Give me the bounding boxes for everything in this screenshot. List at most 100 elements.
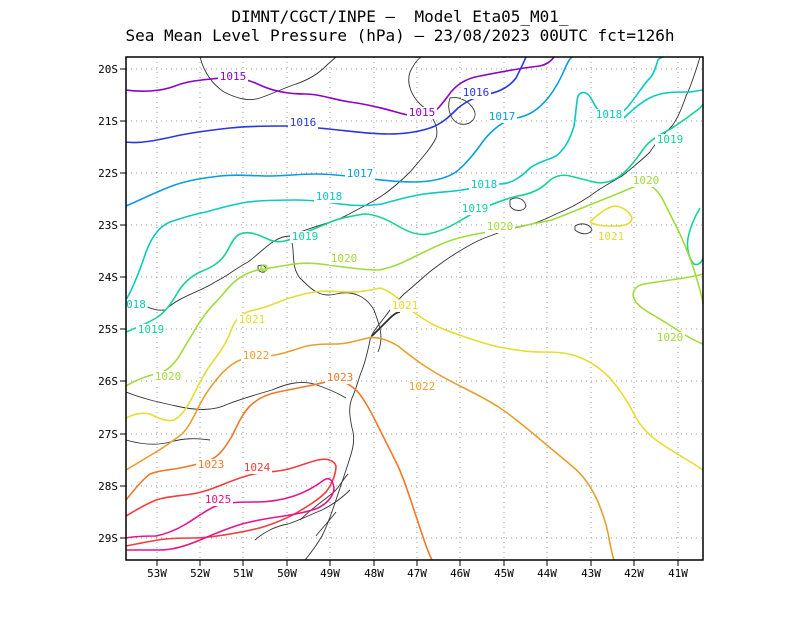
- contour-label-bg: [469, 179, 499, 191]
- y-tick-label: 29S: [98, 532, 118, 545]
- x-tick-label: 47W: [407, 567, 427, 580]
- x-tick-label: 46W: [450, 567, 470, 580]
- y-tick-label: 24S: [98, 271, 118, 284]
- y-tick-label: 27S: [98, 428, 118, 441]
- contour-label: 1019: [292, 230, 319, 243]
- isobar-1021: [125, 287, 704, 471]
- contour-label-bg: [242, 462, 272, 474]
- isobar-1018: [125, 56, 665, 301]
- contour-label-bg: [655, 134, 685, 146]
- x-tick-label: 52W: [190, 567, 210, 580]
- contour-label-bg: [485, 221, 515, 233]
- small-isobar-1020: [260, 264, 268, 272]
- contour-label: 1016: [463, 86, 490, 99]
- contour-label-bg: [203, 494, 233, 506]
- contour-label-bg: [631, 175, 661, 187]
- x-tick-label: 45W: [494, 567, 514, 580]
- contour-label: 1015: [409, 106, 436, 119]
- contour-label-bg: [460, 203, 490, 215]
- contour-label: 1021: [392, 299, 419, 312]
- x-tick-label: 41W: [668, 567, 688, 580]
- y-tick-label: 25S: [98, 323, 118, 336]
- contour-label: 1019: [138, 323, 165, 336]
- coast-detail: [371, 311, 401, 337]
- isobar-1025: [125, 477, 335, 551]
- contour-label-bg: [655, 332, 685, 344]
- contour-label-bg: [329, 253, 359, 265]
- contour-label-bg: [594, 109, 624, 121]
- contour-label-bg: [241, 350, 271, 362]
- contour-label: 1017: [489, 110, 516, 123]
- y-tick-label: 22S: [98, 167, 118, 180]
- x-tick-label: 44W: [537, 567, 557, 580]
- contour-label: 1024: [244, 461, 271, 474]
- x-tick-label: 43W: [581, 567, 601, 580]
- contour-label-bg: [136, 324, 166, 336]
- x-tick-label: 51W: [233, 567, 253, 580]
- contour-label-bg: [325, 372, 355, 384]
- contour-label-bg: [345, 168, 375, 180]
- contour-label: 1022: [243, 349, 270, 362]
- contour-label-bg: [390, 300, 420, 312]
- contour-label: 1019: [462, 202, 489, 215]
- isobar-1017: [125, 56, 573, 207]
- contour-label-bg: [218, 71, 248, 83]
- contour-label-bg: [407, 381, 437, 393]
- isobar-1020-east: [632, 273, 704, 345]
- contour-label-bg: [124, 299, 148, 311]
- contour-label: 1018: [596, 108, 623, 121]
- contour-label: 1018: [316, 190, 343, 203]
- contour-label: 1020: [155, 370, 182, 383]
- contour-label-bg: [237, 314, 267, 326]
- y-tick-label: 23S: [98, 219, 118, 232]
- tick-marks: [120, 68, 679, 566]
- contour-label: 1023: [327, 371, 354, 384]
- contour-label: 1019: [657, 133, 684, 146]
- isobar-1022: [125, 336, 615, 561]
- contour-label: 1016: [290, 116, 317, 129]
- x-tick-label: 53W: [147, 567, 167, 580]
- isobar-1016: [125, 56, 527, 144]
- y-tick-label: 26S: [98, 375, 118, 388]
- contour-label: 1020: [331, 252, 358, 265]
- isobar-1019: [125, 103, 704, 333]
- contour-label-bg: [314, 191, 344, 203]
- y-axis-labels: 20S 21S 22S 23S 24S 25S 26S 27S 28S 29S: [98, 63, 118, 545]
- contour-label-bg: [153, 371, 183, 383]
- contour-label: 1015: [220, 70, 247, 83]
- contour-label: 018: [126, 298, 146, 311]
- isobar-1021-east: [589, 205, 633, 227]
- contour-label: 1021: [239, 313, 266, 326]
- contour-label-bg: [288, 117, 318, 129]
- y-tick-label: 28S: [98, 480, 118, 493]
- x-axis-labels: 53W 52W 51W 50W 49W 48W 47W 46W 45W 44W …: [147, 567, 688, 580]
- contour-label-bg: [461, 87, 491, 99]
- y-tick-label: 20S: [98, 63, 118, 76]
- contour-label: 1021: [598, 230, 625, 243]
- contour-label: 1022: [409, 380, 436, 393]
- contour-label: 1020: [657, 331, 684, 344]
- map-title-line1: DIMNT/CGCT/INPE — Model Eta05_M01_: [231, 7, 569, 26]
- contour-label-bg: [196, 459, 226, 471]
- contour-label-bg: [487, 111, 517, 123]
- contour-label: 1025: [205, 493, 232, 506]
- contour-label-bg: [290, 231, 320, 243]
- isobar-1018-east: [623, 89, 704, 119]
- contour-label: 1023: [198, 458, 225, 471]
- map-frame: [125, 56, 704, 561]
- y-tick-label: 21S: [98, 115, 118, 128]
- contour-label-bg: [596, 231, 626, 243]
- isobar-1015: [125, 56, 555, 118]
- x-tick-label: 50W: [277, 567, 297, 580]
- contour-label: 1017: [347, 167, 374, 180]
- isobars: [125, 56, 704, 561]
- contour-label: 1020: [633, 174, 660, 187]
- x-tick-label: 48W: [364, 567, 384, 580]
- map-title-line2: Sea Mean Level Pressure (hPa) — 23/08/20…: [125, 26, 675, 45]
- x-tick-label: 49W: [320, 567, 340, 580]
- contour-label: 1018: [471, 178, 498, 191]
- contour-label: 1020: [487, 220, 514, 233]
- isobar-1023: [125, 379, 433, 561]
- contour-labels: 1015 1015 1016 1016 1017 1017 1018 1018 1018 018 1…: [124, 70, 685, 506]
